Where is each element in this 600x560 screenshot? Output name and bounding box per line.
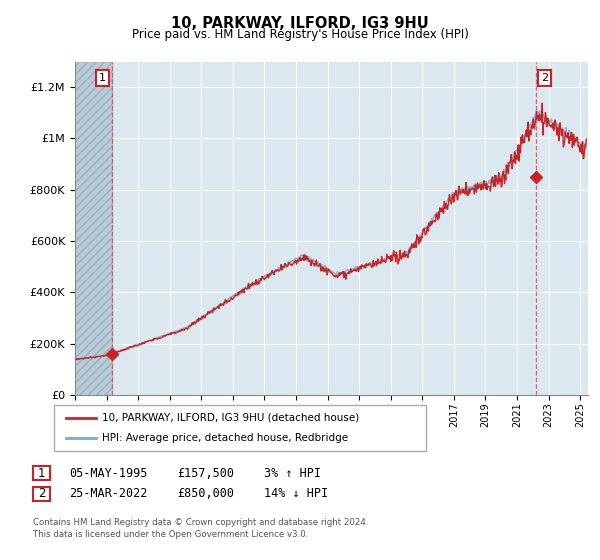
Text: 05-MAY-1995: 05-MAY-1995 [69, 466, 148, 480]
Text: HPI: Average price, detached house, Redbridge: HPI: Average price, detached house, Redb… [102, 433, 348, 443]
Text: 1: 1 [38, 466, 45, 480]
Text: 25-MAR-2022: 25-MAR-2022 [69, 487, 148, 501]
Text: £157,500: £157,500 [177, 466, 234, 480]
Text: 2: 2 [541, 73, 548, 83]
Bar [75, 62, 112, 395]
Text: 2: 2 [38, 487, 45, 501]
Text: 3% ↑ HPI: 3% ↑ HPI [264, 466, 321, 480]
Text: £850,000: £850,000 [177, 487, 234, 501]
Text: 10, PARKWAY, ILFORD, IG3 9HU (detached house): 10, PARKWAY, ILFORD, IG3 9HU (detached h… [102, 413, 359, 423]
Text: Contains HM Land Registry data © Crown copyright and database right 2024.
This d: Contains HM Land Registry data © Crown c… [33, 518, 368, 539]
Text: 1: 1 [99, 73, 106, 83]
Text: 14% ↓ HPI: 14% ↓ HPI [264, 487, 328, 501]
Text: Price paid vs. HM Land Registry's House Price Index (HPI): Price paid vs. HM Land Registry's House … [131, 28, 469, 41]
Text: 10, PARKWAY, ILFORD, IG3 9HU: 10, PARKWAY, ILFORD, IG3 9HU [171, 16, 429, 31]
